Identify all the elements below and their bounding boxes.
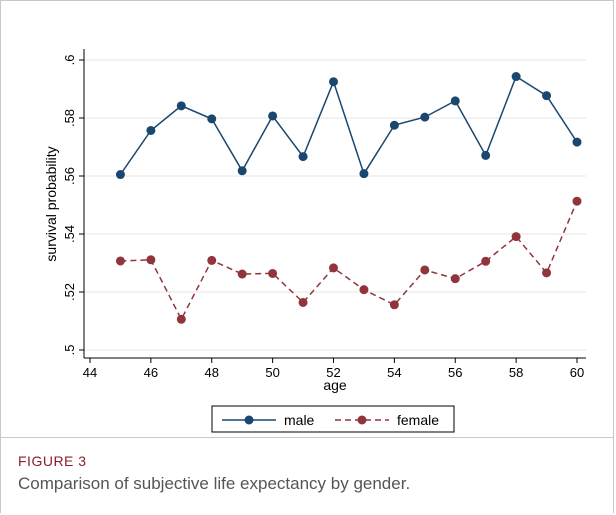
x-axis-ticks: 44 46 48 50 52 54 56 58 60 bbox=[83, 358, 584, 380]
data-point-female bbox=[115, 256, 125, 266]
data-point-female bbox=[420, 265, 430, 275]
series-line-male bbox=[119, 75, 578, 176]
x-tick-label: 48 bbox=[205, 365, 219, 380]
y-tick-label: .6 bbox=[62, 55, 77, 66]
data-point-male bbox=[450, 96, 460, 106]
y-tick-label: .52 bbox=[62, 283, 77, 301]
legend-male-marker bbox=[244, 415, 254, 425]
data-point-male bbox=[359, 169, 369, 179]
data-point-female bbox=[542, 268, 552, 278]
data-point-male bbox=[207, 114, 217, 124]
x-tick-label: 44 bbox=[83, 365, 97, 380]
legend-female-label: female bbox=[397, 412, 439, 428]
series-line-female bbox=[120, 200, 578, 321]
data-point-female bbox=[329, 263, 338, 273]
x-tick-label: 60 bbox=[570, 365, 584, 380]
data-point-female bbox=[176, 314, 186, 324]
x-tick-label: 50 bbox=[265, 365, 279, 380]
data-point-male bbox=[420, 112, 430, 122]
data-point-female bbox=[511, 232, 521, 242]
x-tick-label: 54 bbox=[387, 365, 401, 380]
data-point-male bbox=[329, 77, 338, 87]
data-point-male bbox=[176, 101, 186, 111]
data-point-male bbox=[146, 125, 156, 135]
y-tick-label: .58 bbox=[62, 109, 77, 127]
legend: male female bbox=[211, 405, 455, 433]
data-point-male bbox=[572, 137, 582, 147]
line-chart: .5.52.54.56.58.6 44 46 48 50 52 54 56 58 60 age … bbox=[43, 49, 586, 433]
figure-label: FIGURE 3 bbox=[18, 453, 87, 469]
data-point-male bbox=[298, 152, 308, 162]
data-point-female bbox=[237, 269, 247, 279]
data-point-female bbox=[389, 300, 399, 310]
y-tick-label: .5 bbox=[62, 345, 77, 356]
series-lines bbox=[115, 72, 582, 324]
gridlines bbox=[84, 59, 586, 351]
data-point-female bbox=[207, 255, 217, 265]
data-point-female bbox=[450, 274, 460, 284]
x-tick-label: 46 bbox=[144, 365, 158, 380]
x-tick-label: 52 bbox=[326, 365, 340, 380]
x-tick-label: 58 bbox=[509, 365, 523, 380]
data-point-male bbox=[237, 166, 247, 176]
data-point-female bbox=[268, 268, 278, 278]
data-point-male bbox=[115, 170, 125, 180]
figure-separator bbox=[0, 437, 614, 438]
y-axis-ticks: .5 .52 .54 .56 .58 .6 bbox=[62, 55, 84, 356]
figure-caption: Comparison of subjective life expectancy… bbox=[18, 474, 411, 493]
y-tick-label: .56 bbox=[62, 167, 77, 185]
legend-female-marker bbox=[357, 415, 367, 425]
data-point-male bbox=[542, 91, 552, 101]
legend-male-label: male bbox=[284, 412, 315, 428]
x-tick-label: 56 bbox=[448, 365, 462, 380]
x-axis-label: age bbox=[323, 377, 347, 393]
data-point-male bbox=[511, 72, 521, 82]
data-point-male bbox=[481, 150, 491, 160]
data-point-male bbox=[268, 111, 278, 121]
y-tick-label: .54 bbox=[62, 225, 77, 243]
y-axis-label: survival probability bbox=[43, 146, 59, 261]
data-point-male bbox=[389, 120, 399, 130]
data-point-female bbox=[481, 256, 491, 266]
data-point-female bbox=[298, 297, 308, 307]
data-point-female bbox=[572, 196, 582, 206]
data-point-female bbox=[359, 285, 369, 295]
data-point-female bbox=[146, 255, 156, 265]
